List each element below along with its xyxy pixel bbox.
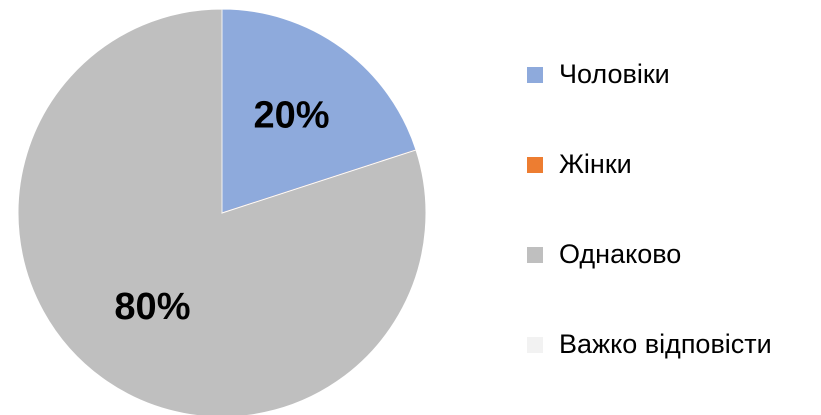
legend-swatch xyxy=(527,67,543,83)
value-label: 20% xyxy=(254,94,330,136)
pie-slice xyxy=(221,8,417,214)
legend-label: Жінки xyxy=(559,149,632,179)
legend-swatch xyxy=(527,337,543,353)
legend-label: Важко відповісти xyxy=(559,329,772,359)
value-label: 80% xyxy=(114,286,190,328)
legend-label: Чоловіки xyxy=(559,59,670,89)
legend-swatch xyxy=(527,247,543,263)
legend-label: Однаково xyxy=(559,239,681,269)
legend-swatch xyxy=(527,157,543,173)
